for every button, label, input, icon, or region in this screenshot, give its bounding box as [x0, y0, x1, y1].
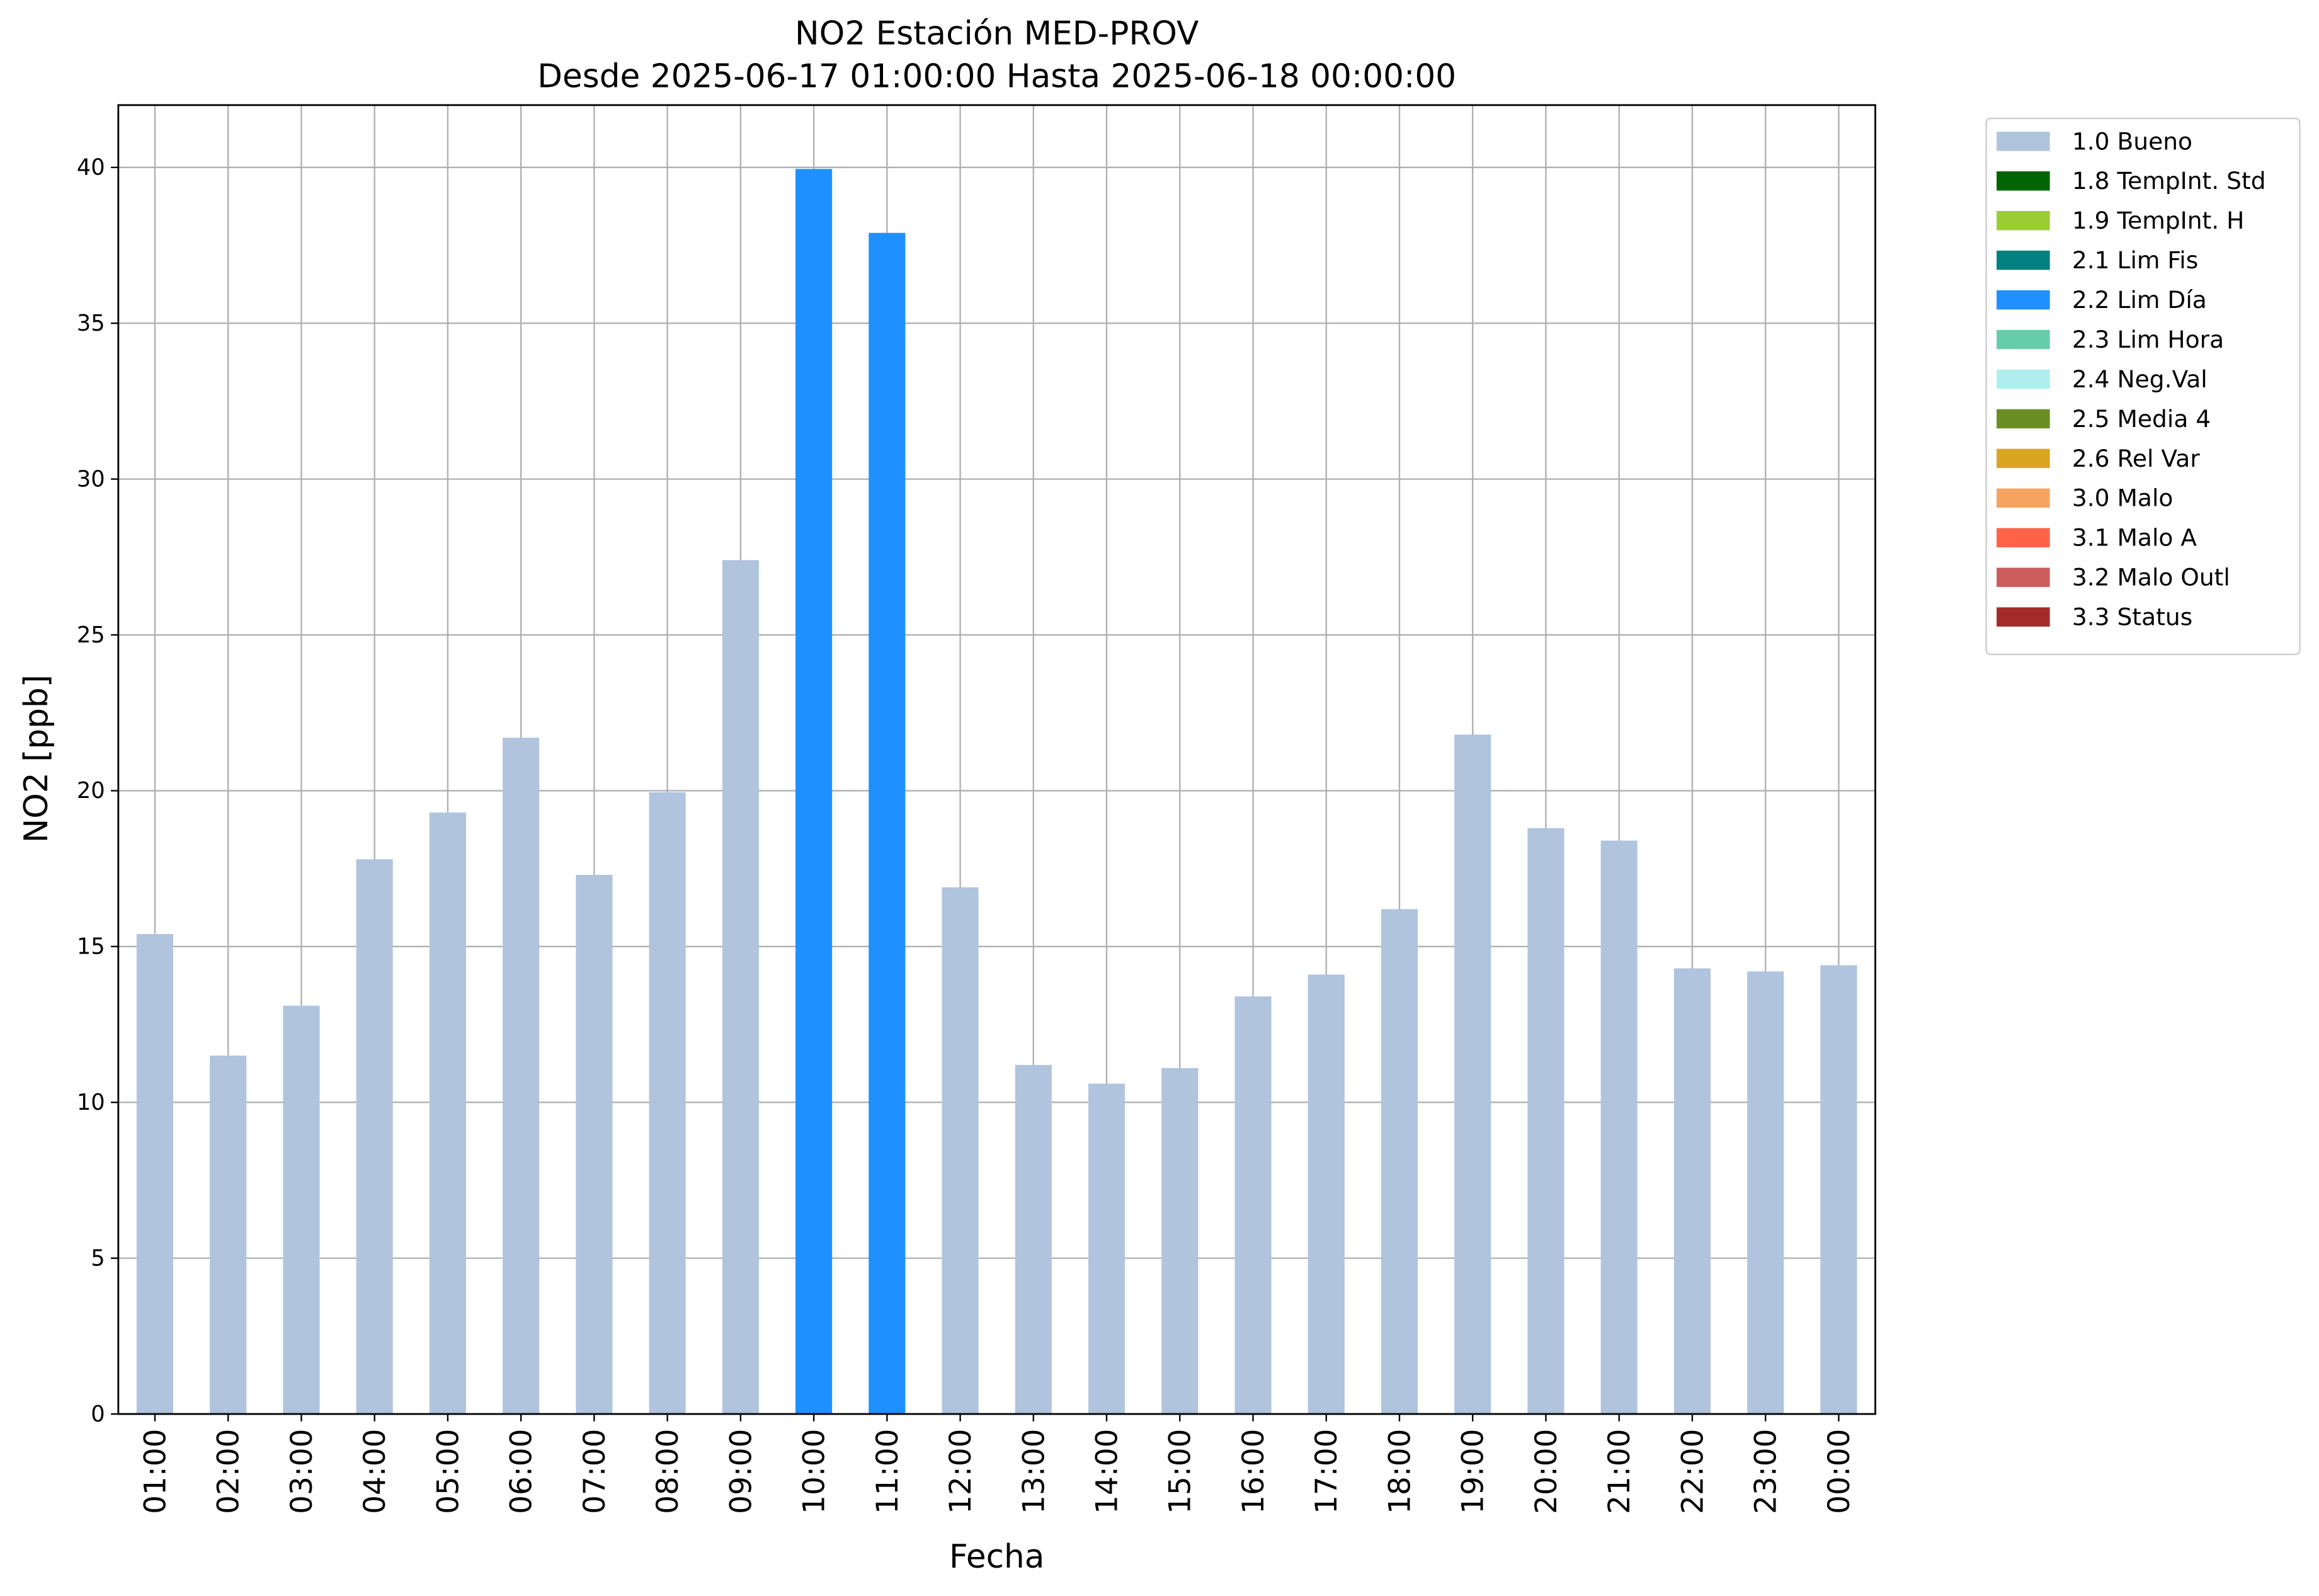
legend-swatch [1997, 528, 2050, 547]
bar [1161, 1068, 1199, 1415]
x-tick-label: 06:00 [504, 1429, 539, 1514]
y-tick-label: 5 [91, 1245, 105, 1271]
y-tick-label: 30 [77, 466, 105, 492]
legend: 1.0 Bueno 1.8 TempInt. Std 1.9 TempInt. H 2… [1985, 117, 2301, 656]
legend-swatch [1997, 369, 2050, 389]
bar [1673, 968, 1711, 1415]
x-tick-label: 22:00 [1675, 1429, 1710, 1514]
legend-swatch [1997, 250, 2050, 270]
plot-area: 0 5 10 15 20 25 30 35 40 01:00 02:00 03:00 04:00 05:0… [77, 104, 1876, 1514]
x-tick-label: 20:00 [1529, 1429, 1564, 1514]
bar [283, 1005, 320, 1415]
plot-frame [117, 104, 1876, 1415]
x-tick-label: 17:00 [1309, 1429, 1344, 1514]
legend-label: 1.0 Bueno [2072, 127, 2192, 155]
legend-label: 2.3 Lim Hora [2072, 326, 2224, 353]
y-tick-label: 20 [77, 778, 105, 804]
legend-swatch [1997, 210, 2050, 231]
x-tick-label: 13:00 [1017, 1429, 1051, 1514]
x-tick-label: 11:00 [870, 1429, 905, 1514]
bar [1747, 971, 1784, 1415]
legend-label: 3.2 Malo Outl [2072, 564, 2230, 591]
chart-subtitle: Desde 2025-06-17 01:00:00 Hasta 2025-06-… [537, 58, 1456, 96]
x-tick-label: 18:00 [1382, 1429, 1417, 1514]
y-tick-label: 0 [91, 1401, 105, 1427]
x-tick-label: 05:00 [431, 1429, 465, 1514]
bar [429, 812, 466, 1415]
legend-label: 3.1 Malo A [2072, 524, 2197, 552]
y-tick-label: 40 [77, 155, 105, 181]
legend-swatch [1997, 448, 2050, 469]
x-tick-label: 04:00 [358, 1429, 392, 1514]
bar [503, 738, 540, 1415]
x-tick-label: 19:00 [1456, 1429, 1491, 1514]
bar [1454, 734, 1491, 1415]
legend-swatch [1997, 329, 2050, 350]
x-tick-label: 09:00 [724, 1429, 758, 1514]
x-tick-label: 08:00 [651, 1429, 685, 1514]
legend-swatch [1997, 607, 2050, 627]
bar [1088, 1083, 1125, 1415]
x-tick-label: 00:00 [1822, 1429, 1857, 1514]
bar [210, 1056, 247, 1415]
legend-swatch [1997, 488, 2050, 508]
bar [1600, 840, 1638, 1415]
x-tick-label: 21:00 [1602, 1429, 1637, 1514]
x-tick-label: 12:00 [943, 1429, 978, 1514]
x-tick-label: 07:00 [578, 1429, 612, 1514]
legend-label: 2.1 Lim Fis [2072, 246, 2198, 274]
y-tick-label: 15 [77, 934, 105, 960]
chart-title: NO2 Estación MED-PROV [795, 15, 1199, 53]
bar [1820, 965, 1857, 1415]
legend-swatch [1997, 171, 2050, 191]
x-tick-label: 01:00 [138, 1429, 173, 1514]
x-axis-label: Fecha [949, 1538, 1044, 1576]
bar [1308, 974, 1345, 1415]
bar [356, 859, 393, 1415]
legend-label: 2.5 Media 4 [2072, 405, 2211, 433]
legend-swatch [1997, 409, 2050, 429]
x-tick-label: 03:00 [285, 1429, 319, 1514]
bar [722, 560, 759, 1415]
x-tick-label: 02:00 [212, 1429, 246, 1514]
x-tick-label: 16:00 [1236, 1429, 1271, 1514]
legend-label: 3.3 Status [2072, 603, 2192, 630]
legend-swatch [1997, 132, 2050, 151]
x-tick-label: 14:00 [1090, 1429, 1124, 1514]
legend-label: 1.8 TempInt. Std [2072, 167, 2266, 195]
x-tick-label: 10:00 [797, 1429, 832, 1514]
bar [942, 887, 979, 1415]
bar [136, 934, 174, 1415]
bar [576, 875, 613, 1415]
bar [1381, 909, 1418, 1415]
legend-label: 1.9 TempInt. H [2072, 207, 2245, 234]
y-tick-label: 10 [77, 1090, 105, 1115]
legend-swatch [1997, 290, 2050, 310]
x-tick-label: 15:00 [1163, 1429, 1198, 1514]
x-tick-label: 23:00 [1749, 1429, 1784, 1514]
legend-label: 2.2 Lim Día [2072, 286, 2207, 314]
legend-label: 3.0 Malo [2072, 484, 2174, 512]
bar [795, 169, 833, 1415]
y-tick-label: 35 [77, 311, 105, 336]
legend-label: 2.6 Rel Var [2072, 445, 2200, 472]
bar [1015, 1064, 1052, 1415]
legend-label: 2.4 Neg.Val [2072, 365, 2208, 393]
y-tick-label: 25 [77, 622, 105, 648]
bar [1234, 996, 1272, 1415]
y-axis-label: NO2 [ppb] [18, 675, 55, 843]
bar [649, 792, 686, 1415]
bar [1527, 828, 1564, 1415]
legend-swatch [1997, 567, 2050, 587]
legend-box [1985, 117, 2301, 656]
bar [869, 232, 906, 1415]
